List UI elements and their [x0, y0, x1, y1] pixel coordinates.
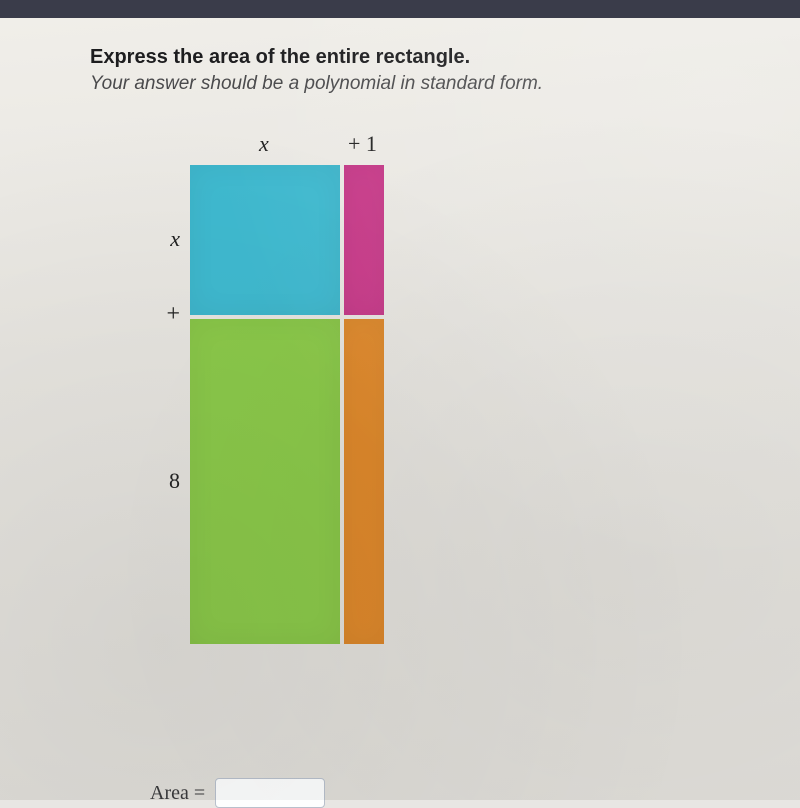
answer-label: Area = — [150, 782, 205, 805]
column-labels: x + 1 — [110, 131, 800, 165]
area-model-figure: x + 1 x + 8 — [110, 131, 800, 648]
area-cell — [190, 165, 340, 315]
prompt-subtitle: Your answer should be a polynomial in st… — [90, 73, 800, 95]
area-model-grid: x + 8 — [110, 165, 800, 648]
window-topbar — [0, 0, 800, 18]
col-label-x: x — [259, 131, 269, 157]
area-cell — [190, 319, 340, 644]
area-cell — [344, 319, 384, 644]
answer-input[interactable] — [215, 778, 325, 808]
answer-row: Area = — [150, 778, 325, 808]
row-label-plus: + — [140, 301, 180, 328]
col-label-plus1: + 1 — [348, 131, 377, 157]
worksheet-page: Express the area of the entire rectangle… — [0, 18, 800, 800]
row-label-8: 8 — [140, 468, 180, 494]
area-cell — [344, 165, 384, 315]
prompt-title: Express the area of the entire rectangle… — [90, 46, 800, 69]
row-label-x: x — [140, 226, 180, 252]
